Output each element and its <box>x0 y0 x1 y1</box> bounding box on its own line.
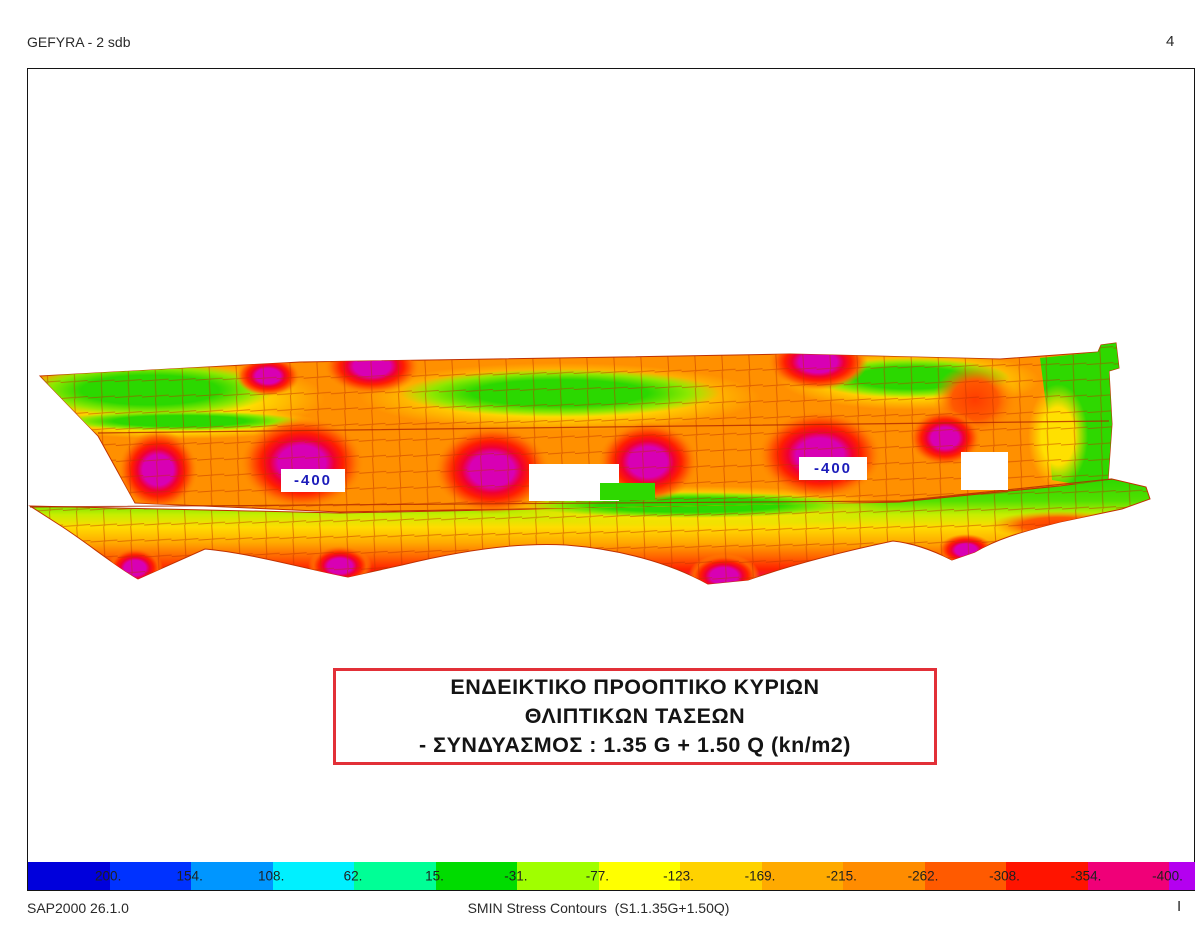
legend-color-segment <box>28 862 110 890</box>
legend-color-segment <box>924 862 1006 890</box>
app-version: SAP2000 26.1.0 <box>27 900 129 916</box>
stress-value-label-right: -400 <box>799 457 867 480</box>
web-step-green <box>600 483 655 500</box>
legend-color-segment <box>680 862 762 890</box>
legend-color-segment <box>598 862 680 890</box>
caption-line-1: ΕΝΔΕΙΚΤΙΚΟ ΠΡΟΟΠΤΙΚΟ ΚΥΡΙΩΝ <box>450 675 820 699</box>
plot-frame <box>27 68 1195 891</box>
legend-color-segment <box>109 862 191 890</box>
legend-color-segment <box>435 862 517 890</box>
legend-color-segment <box>272 862 354 890</box>
model-title: GEFYRA - 2 sdb <box>27 34 131 50</box>
legend-color-segment <box>761 862 843 890</box>
legend-color-segment <box>517 862 599 890</box>
caption-line-2: ΘΛΙΠΤΙΚΩΝ ΤΑΣΕΩΝ <box>524 704 746 728</box>
stress-value-label-left: -400 <box>281 469 345 492</box>
legend-color-segment <box>1087 862 1169 890</box>
fe-mesh-lower <box>30 479 1150 584</box>
legend-color-segment <box>191 862 273 890</box>
legend-color-segment <box>1169 862 1195 890</box>
legend-color-segment <box>1006 862 1088 890</box>
status-text: SMIN Stress Contours (S1.1.35G+1.50Q) <box>467 900 730 916</box>
page-number: 4 <box>1166 33 1175 50</box>
legend-bar <box>28 862 1195 890</box>
caption-line-3: - ΣΥΝΔΥΑΣΜΟΣ : 1.35 G + 1.50 Q (kn/m2) <box>419 733 851 757</box>
legend-color-segment <box>843 862 925 890</box>
caption-box: ΕΝΔΕΙΚΤΙΚΟ ΠΡΟΟΠΤΙΚΟ ΚΥΡΙΩΝ ΘΛΙΠΤΙΚΩΝ ΤΑ… <box>333 668 937 765</box>
footer-right-marker: I <box>1177 898 1182 915</box>
legend-color-segment <box>354 862 436 890</box>
web-opening-right <box>961 452 1008 490</box>
